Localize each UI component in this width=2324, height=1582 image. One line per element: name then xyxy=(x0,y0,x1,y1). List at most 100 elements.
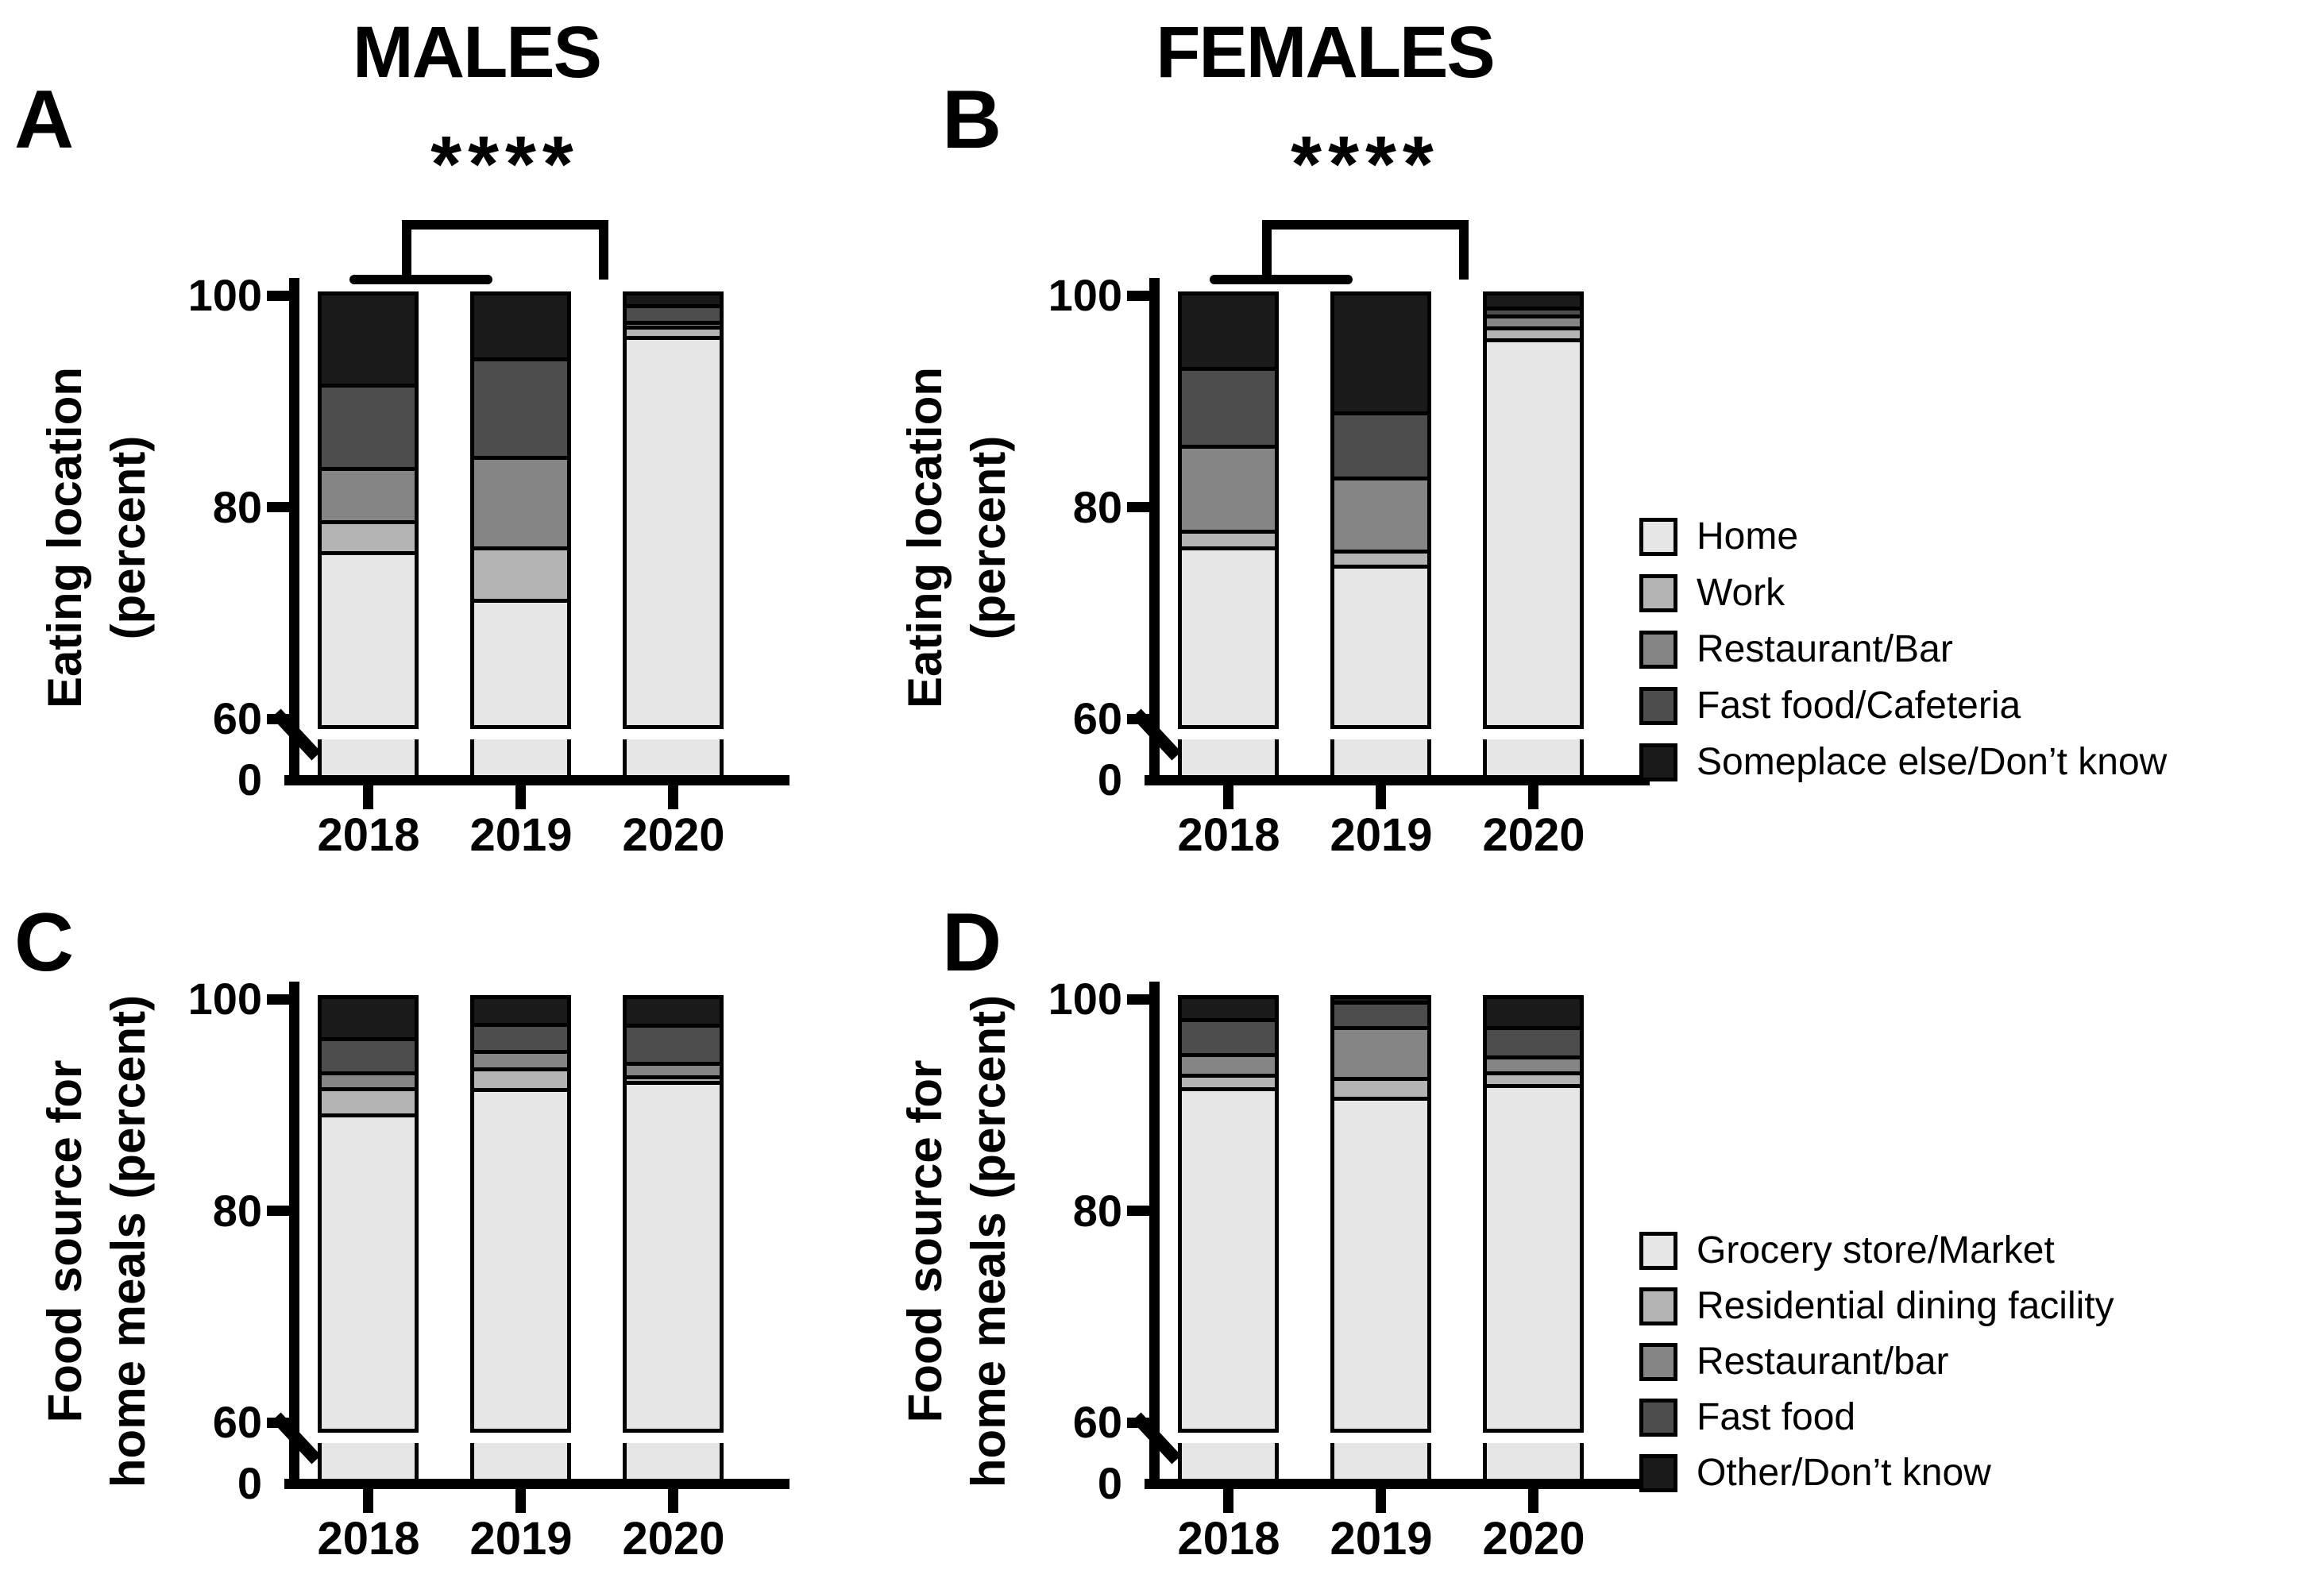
x-tick-label-b-2018: 2018 xyxy=(1177,809,1280,861)
y-tick-a-80 xyxy=(267,502,289,513)
x-tick-c-2019 xyxy=(515,1489,526,1513)
legend-food-label-2: Restaurant/bar xyxy=(1697,1341,1949,1383)
segment-b-2018-0 xyxy=(1182,550,1275,725)
legend-eating-label-4: Someplace else/Don’t know xyxy=(1697,741,2168,783)
segment-b-2020-4 xyxy=(1487,295,1580,311)
bar-stub-d-2019 xyxy=(1330,1443,1431,1483)
segment-d-2018-4 xyxy=(1182,999,1275,1023)
y-tick-label-c-0: 0 xyxy=(237,1458,262,1508)
x-tick-a-2019 xyxy=(515,785,526,809)
bar-c-2019 xyxy=(470,995,571,1433)
sig-asterisks-a: **** xyxy=(430,120,580,209)
segment-a-2019-4 xyxy=(474,295,567,361)
x-tick-d-2019 xyxy=(1376,1489,1386,1513)
bar-stub-b-2018 xyxy=(1178,739,1279,779)
panel-letter-a: A xyxy=(14,74,75,166)
segment-d-2018-3 xyxy=(1182,1022,1275,1058)
x-tick-label-c-2018: 2018 xyxy=(317,1513,420,1565)
sig-left-vertical-b xyxy=(1262,220,1272,284)
y-axis-c xyxy=(289,982,299,1489)
y-axis-label-b-line1: Eating location xyxy=(898,366,952,709)
legend-food-swatch-3 xyxy=(1639,1399,1677,1437)
bar-d-2020 xyxy=(1483,995,1584,1433)
y-axis-a xyxy=(289,278,299,785)
segment-c-2019-3 xyxy=(474,1026,567,1055)
bar-stub-d-2018 xyxy=(1178,1443,1279,1483)
x-tick-label-c-2019: 2019 xyxy=(469,1513,573,1565)
panel-letter-c: C xyxy=(14,897,75,989)
segment-c-2018-4 xyxy=(322,999,415,1042)
segment-a-2018-0 xyxy=(322,554,415,725)
y-axis-b xyxy=(1149,278,1160,785)
legend-eating-swatch-1 xyxy=(1639,574,1677,612)
legend-food-swatch-4 xyxy=(1639,1454,1677,1492)
x-tick-b-2018 xyxy=(1223,785,1233,809)
segment-b-2018-4 xyxy=(1182,295,1275,371)
segment-a-2019-3 xyxy=(474,361,567,460)
bar-a-2020 xyxy=(623,291,724,729)
x-tick-label-d-2018: 2018 xyxy=(1177,1513,1280,1565)
segment-c-2020-0 xyxy=(627,1084,720,1429)
bar-b-2018 xyxy=(1178,291,1279,729)
sig-right-vertical-b xyxy=(1459,220,1469,280)
x-axis-a xyxy=(284,775,789,785)
segment-c-2019-4 xyxy=(474,999,567,1027)
bar-stub-c-2019 xyxy=(470,1443,571,1483)
x-tick-d-2020 xyxy=(1528,1489,1538,1513)
y-tick-label-d-80: 80 xyxy=(1072,1185,1122,1236)
legend-eating-swatch-2 xyxy=(1639,631,1677,669)
legend-eating-label-2: Restaurant/Bar xyxy=(1697,628,1953,670)
y-tick-b-80 xyxy=(1127,502,1149,513)
segment-b-2019-1 xyxy=(1334,554,1427,569)
segment-c-2020-1 xyxy=(627,1079,720,1085)
bar-b-2020 xyxy=(1483,291,1584,729)
x-tick-b-2019 xyxy=(1376,785,1386,809)
segment-b-2020-0 xyxy=(1487,341,1580,725)
bar-stub-c-2020 xyxy=(623,1443,724,1483)
sig-underline-b xyxy=(1210,275,1353,284)
y-axis-label-d: Food source for home meals (percent) xyxy=(894,940,1029,1543)
y-tick-label-b-100: 100 xyxy=(1048,270,1122,320)
bar-a-2019 xyxy=(470,291,571,729)
x-tick-label-d-2020: 2020 xyxy=(1482,1513,1585,1565)
sig-asterisks-b: **** xyxy=(1291,120,1440,209)
segment-a-2019-2 xyxy=(474,459,567,551)
y-tick-label-d-100: 100 xyxy=(1048,974,1122,1024)
column-title-females: FEMALES xyxy=(1156,12,1496,93)
y-axis-label-c-line1: Food source for xyxy=(38,1059,91,1423)
y-tick-d-100 xyxy=(1127,994,1149,1005)
x-tick-c-2020 xyxy=(668,1489,678,1513)
segment-c-2020-3 xyxy=(627,1028,720,1066)
segment-c-2018-0 xyxy=(322,1117,415,1429)
y-tick-label-b-80: 80 xyxy=(1072,481,1122,532)
sig-top-bar-b xyxy=(1262,220,1469,230)
sig-left-vertical-a xyxy=(402,220,411,284)
segment-b-2020-1 xyxy=(1487,330,1580,342)
sig-right-vertical-a xyxy=(599,220,608,280)
y-axis-label-b-line2: (percent) xyxy=(962,435,1015,640)
x-tick-label-a-2019: 2019 xyxy=(469,809,573,861)
segment-a-2020-3 xyxy=(627,308,720,326)
segment-c-2020-4 xyxy=(627,999,720,1028)
bar-stub-a-2018 xyxy=(318,739,419,779)
y-tick-label-d-60: 60 xyxy=(1072,1397,1122,1448)
segment-c-2020-2 xyxy=(627,1066,720,1080)
bar-stub-b-2019 xyxy=(1330,739,1431,779)
segment-a-2020-0 xyxy=(627,339,720,725)
y-axis-label-b: Eating location (percent) xyxy=(894,236,1029,839)
segment-c-2019-2 xyxy=(474,1054,567,1071)
y-tick-c-100 xyxy=(267,994,289,1005)
y-axis-d xyxy=(1149,982,1160,1489)
y-tick-label-b-60: 60 xyxy=(1072,693,1122,744)
segment-c-2018-2 xyxy=(322,1075,415,1091)
legend-food-label-1: Residential dining facility xyxy=(1697,1285,2114,1327)
x-tick-a-2018 xyxy=(363,785,373,809)
x-tick-label-a-2018: 2018 xyxy=(317,809,420,861)
segment-a-2019-1 xyxy=(474,550,567,603)
legend-eating-swatch-3 xyxy=(1639,687,1677,725)
column-title-males: MALES xyxy=(353,12,602,93)
y-tick-label-c-60: 60 xyxy=(212,1397,262,1448)
segment-c-2019-0 xyxy=(474,1092,567,1429)
y-axis-label-a-line2: (percent) xyxy=(102,435,155,640)
segment-d-2019-4 xyxy=(1334,999,1427,1005)
